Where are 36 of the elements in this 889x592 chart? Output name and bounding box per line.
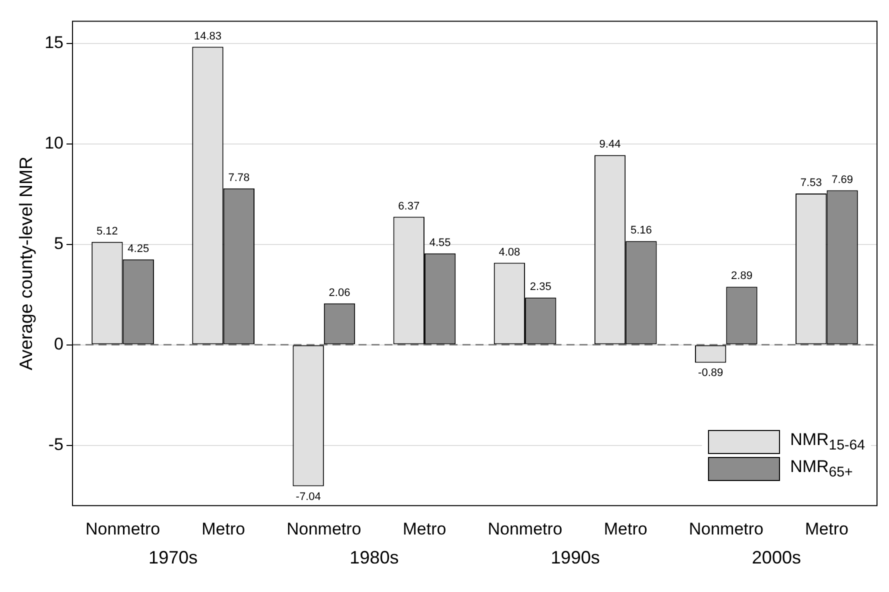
- x-tick-label: Metro: [804, 519, 848, 538]
- x-tick-label: Metro: [604, 519, 648, 538]
- data-label: -0.89: [698, 367, 724, 380]
- y-tick-label: -5: [48, 434, 64, 454]
- data-label: 7.78: [228, 172, 250, 184]
- text: 2000s: [752, 548, 801, 568]
- text: 1970s: [148, 548, 198, 568]
- data-label: 4.55: [429, 236, 451, 249]
- data-label: 2.06: [328, 286, 350, 299]
- data-label: 7.69: [832, 174, 854, 186]
- data-label: 14.83: [194, 30, 222, 42]
- y-tick-label: 5: [54, 234, 64, 253]
- data-label: 2.35: [530, 281, 552, 294]
- x-tick-label: Nonmetro: [85, 519, 160, 538]
- y-tick-label: 10: [44, 133, 64, 152]
- text: 1990s: [550, 548, 600, 568]
- x-tick-label: Metro: [402, 519, 446, 538]
- data-label: 5.12: [96, 225, 118, 238]
- legend-label: NMR$_{15-64}$: [790, 430, 865, 454]
- legend-label: NMR$_{65+}$: [790, 457, 853, 481]
- data-label: 2.89: [731, 270, 752, 282]
- x-tick-label: Nonmetro: [286, 519, 362, 538]
- y-tick-label: 15: [44, 32, 64, 52]
- y-axis-title: Average county-level NMR: [16, 156, 36, 370]
- data-label: 5.16: [630, 224, 652, 237]
- x-tick-label: Nonmetro: [688, 519, 764, 538]
- x-tick-label: Metro: [202, 519, 246, 538]
- data-label: 4.08: [498, 246, 520, 258]
- x-tick-label: Nonmetro: [488, 519, 562, 538]
- text: 1980s: [350, 548, 399, 568]
- data-label: 6.37: [398, 200, 420, 212]
- data-label: -7.04: [296, 490, 321, 503]
- y-tick-label: 0: [54, 334, 64, 354]
- data-label: 7.53: [800, 176, 822, 189]
- data-label: 4.25: [128, 242, 150, 255]
- data-label: 9.44: [599, 138, 621, 151]
